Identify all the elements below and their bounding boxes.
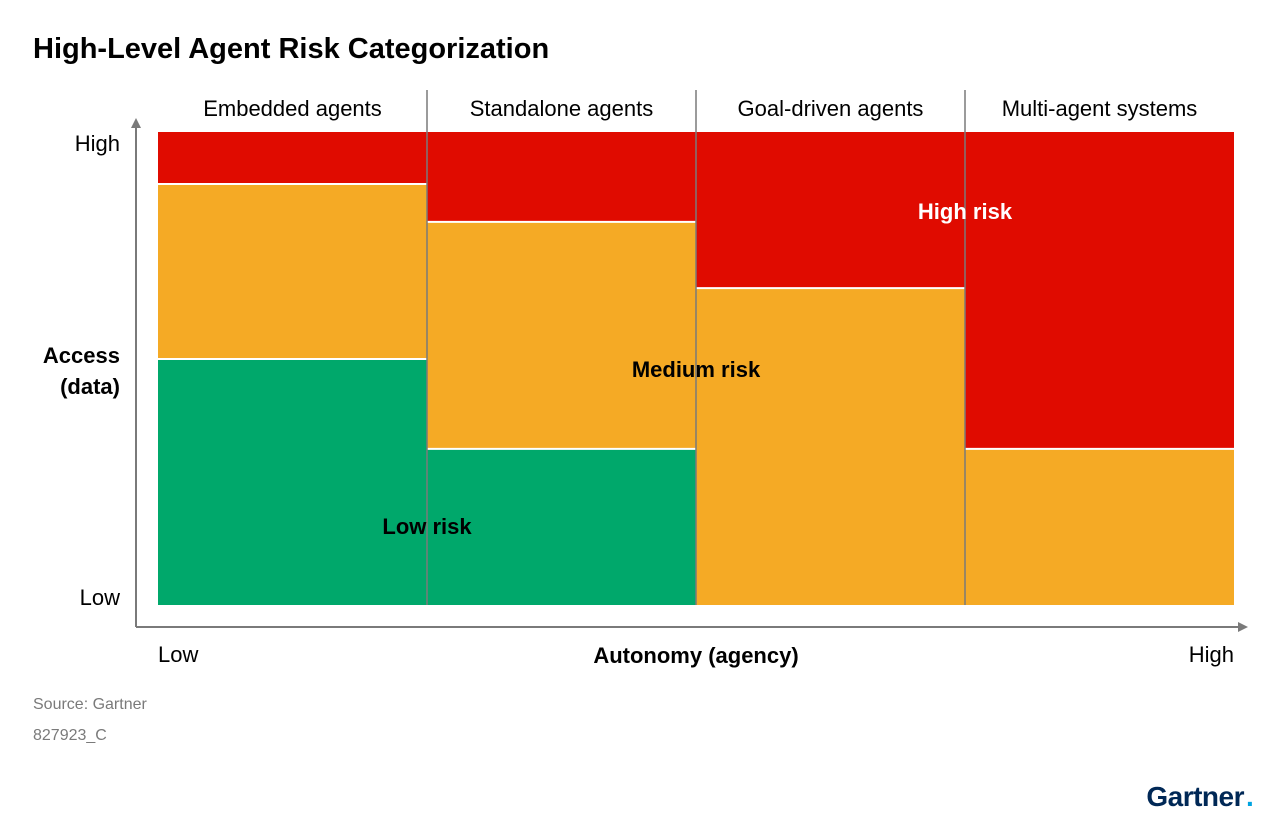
- bar-goal-driven-agents-high-risk: [696, 132, 965, 289]
- bar-multi-agent-systems-medium-risk: [965, 448, 1234, 605]
- bar-standalone-agents-high-risk: [427, 132, 696, 222]
- zone-label-medium-risk: Medium risk: [632, 357, 761, 382]
- category-label-goal-driven-agents: Goal-driven agents: [738, 96, 924, 121]
- bar-embedded-agents-medium-risk: [158, 184, 427, 360]
- y-axis-title-line-2: (data): [60, 374, 120, 399]
- gartner-logo-text: Gartner: [1146, 781, 1244, 812]
- column-dividers: [426, 90, 966, 605]
- x-high-label: High: [1189, 642, 1234, 667]
- y-axis-arrow: [131, 118, 141, 128]
- x-axis-title: Autonomy (agency): [593, 643, 798, 668]
- gartner-logo-mark: .: [1246, 781, 1253, 812]
- x-low-label: Low: [158, 642, 198, 667]
- y-axis-title-line-1: Access: [43, 343, 120, 368]
- category-label-multi-agent-systems: Multi-agent systems: [1002, 96, 1198, 121]
- figure-id: 827923_C: [33, 727, 107, 744]
- gartner-logo: Gartner .: [1146, 781, 1253, 812]
- bar-embedded-agents-low-risk: [158, 359, 427, 605]
- bar-embedded-agents-high-risk: [158, 132, 427, 185]
- zone-label-low-risk: Low risk: [382, 514, 472, 539]
- bars-group: [158, 132, 1234, 605]
- bar-standalone-agents-low-risk: [427, 448, 696, 605]
- bar-multi-agent-systems-high-risk: [965, 132, 1234, 449]
- y-high-label: High: [75, 131, 120, 156]
- source-note: Source: Gartner: [33, 696, 148, 713]
- chart-title: High-Level Agent Risk Categorization: [33, 33, 549, 65]
- category-label-standalone-agents: Standalone agents: [470, 96, 654, 121]
- category-labels: Embedded agents Standalone agents Goal-dri…: [203, 96, 1197, 121]
- axes: [131, 118, 1248, 632]
- y-low-label: Low: [80, 585, 120, 610]
- x-axis-arrow: [1238, 622, 1248, 632]
- bar-goal-driven-agents-medium-risk: [696, 288, 965, 605]
- zone-label-high-risk: High risk: [918, 199, 1013, 224]
- category-label-embedded-agents: Embedded agents: [203, 96, 382, 121]
- bar-standalone-agents-medium-risk: [427, 221, 696, 449]
